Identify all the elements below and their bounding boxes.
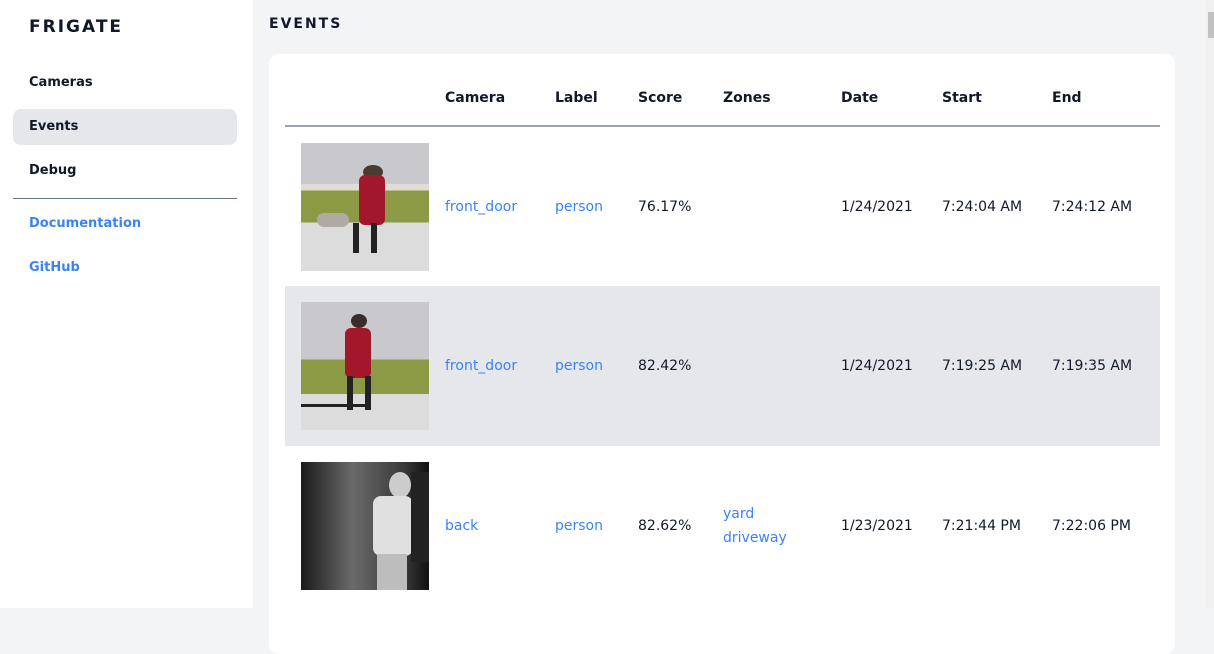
page-title: EVENTS <box>269 16 343 32</box>
event-date: 1/23/2021 <box>841 518 913 534</box>
sidebar-item-debug[interactable]: Debug <box>29 163 77 178</box>
sidebar-link-documentation[interactable]: Documentation <box>29 216 142 231</box>
event-thumbnail[interactable] <box>301 302 429 430</box>
header-score: Score <box>638 70 723 127</box>
event-zones: yard driveway <box>723 446 841 606</box>
header-end: End <box>1052 70 1160 127</box>
event-score: 82.62% <box>638 518 692 534</box>
event-end: 7:22:06 PM <box>1052 518 1131 534</box>
event-camera-link[interactable]: back <box>445 518 479 534</box>
header-date: Date <box>841 70 942 127</box>
event-score: 76.17% <box>638 198 692 215</box>
event-score: 82.42% <box>638 286 723 446</box>
event-start: 7:21:44 PM <box>942 518 1021 534</box>
event-date: 1/24/2021 <box>841 198 913 215</box>
event-end: 7:24:12 AM <box>1052 198 1133 215</box>
table-row[interactable]: back person 82.62% yard driveway 1/23/202… <box>285 446 1160 606</box>
event-start: 7:19:25 AM <box>942 286 1052 446</box>
sidebar-item-cameras[interactable]: Cameras <box>29 75 93 90</box>
event-zones <box>723 286 841 446</box>
sidebar: FRIGATE Cameras Events Debug Documentati… <box>0 0 253 608</box>
header-label: Label <box>555 70 638 127</box>
event-label-link[interactable]: person <box>555 198 603 215</box>
header-zones: Zones <box>723 70 841 127</box>
header-thumbnail <box>285 70 445 127</box>
event-camera-link[interactable]: front_door <box>445 198 518 215</box>
events-card: Camera Label Score Zones Date Start End … <box>269 54 1175 654</box>
event-date: 1/24/2021 <box>841 286 942 446</box>
header-start: Start <box>942 70 1052 127</box>
zone-link[interactable]: yard <box>723 506 755 522</box>
events-table: Camera Label Score Zones Date Start End … <box>285 70 1160 606</box>
header-camera: Camera <box>445 70 555 127</box>
sidebar-link-github[interactable]: GitHub <box>29 260 80 275</box>
event-thumbnail[interactable] <box>301 142 429 271</box>
event-thumbnail[interactable] <box>301 462 429 590</box>
event-label-link[interactable]: person <box>555 518 603 534</box>
table-header: Camera Label Score Zones Date Start End <box>285 70 1160 127</box>
event-end: 7:19:35 AM <box>1052 286 1160 446</box>
table-row[interactable]: front_door person 76.17% 1/24/2021 7:24:… <box>285 126 1160 286</box>
event-zones <box>723 126 841 286</box>
table-row[interactable]: front_door person 82.42% 1/24/2021 7:19:… <box>285 286 1160 446</box>
scrollbar-thumb[interactable] <box>1208 12 1214 38</box>
sidebar-item-events[interactable]: Events <box>13 109 237 145</box>
page-scrollbar[interactable] <box>1206 0 1214 608</box>
zone-link[interactable]: driveway <box>723 530 787 546</box>
event-start: 7:24:04 AM <box>942 198 1023 215</box>
event-camera-link[interactable]: front_door <box>445 286 555 446</box>
app-logo: FRIGATE <box>29 17 124 37</box>
event-label-link[interactable]: person <box>555 286 638 446</box>
sidebar-divider <box>13 198 237 199</box>
